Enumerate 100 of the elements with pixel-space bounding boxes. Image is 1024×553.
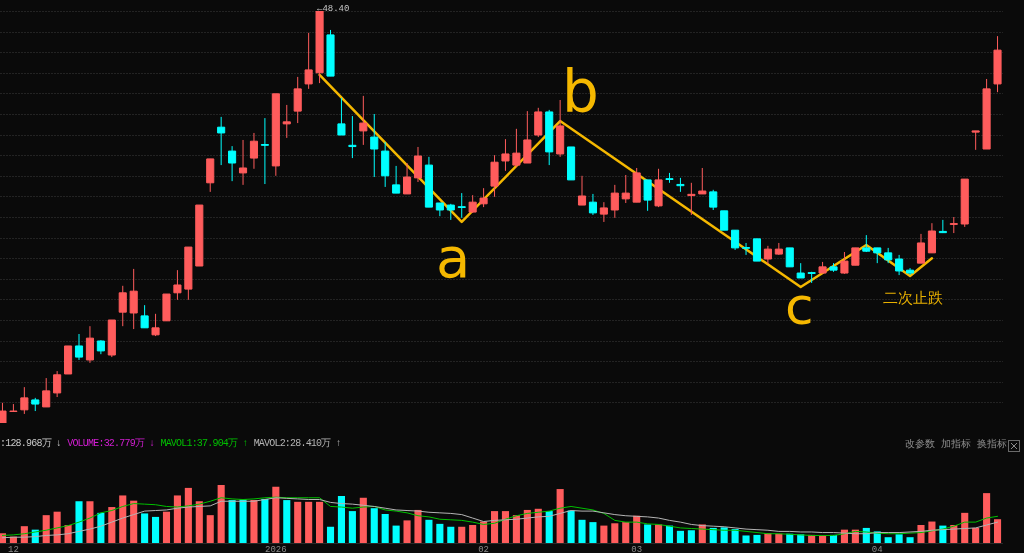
bar [130, 500, 138, 543]
text: 改参数 [905, 438, 935, 450]
bar [556, 489, 564, 543]
bar [469, 525, 477, 543]
bar [972, 527, 980, 543]
candlestick [260, 117, 269, 185]
candlestick [479, 187, 488, 208]
candlestick [687, 182, 696, 216]
candlestick [927, 222, 936, 254]
bar [42, 515, 50, 543]
candlestick [413, 146, 423, 183]
candlestick [118, 285, 127, 327]
text: :128.968万 ↓ [0, 438, 62, 450]
candlestick [698, 167, 707, 195]
bar [217, 485, 225, 543]
bar [239, 499, 247, 543]
bar [512, 515, 520, 543]
bar [195, 501, 203, 543]
bar [97, 512, 105, 543]
candlestick [840, 251, 849, 275]
candlestick [490, 154, 499, 198]
bar [884, 537, 892, 543]
bar [709, 527, 717, 543]
bar [665, 525, 674, 543]
bar [305, 501, 313, 543]
bar [961, 512, 969, 543]
bar [545, 511, 553, 543]
text: 换指标 [977, 438, 1007, 450]
bar [906, 537, 914, 543]
candlestick [140, 304, 149, 329]
bar [436, 523, 444, 543]
bar [326, 526, 335, 543]
candlestick [534, 107, 543, 138]
bar [993, 519, 1002, 543]
bar [184, 487, 192, 543]
bar [534, 508, 542, 543]
candlestick [643, 179, 652, 212]
bar [589, 522, 597, 543]
candlestick [282, 104, 291, 139]
bar [228, 500, 236, 543]
candlestick [370, 113, 379, 178]
candlestick [895, 254, 904, 276]
candlestick [85, 325, 94, 364]
candlestick [337, 97, 346, 136]
bar [403, 520, 411, 543]
bar [392, 525, 400, 543]
bar [458, 526, 466, 543]
bar [523, 509, 531, 543]
bar [578, 519, 586, 543]
candlestick [741, 242, 751, 256]
bar [206, 515, 214, 543]
x-tick-label: 12 [8, 544, 19, 553]
candlestick [20, 386, 29, 415]
bar [501, 511, 510, 543]
candlestick [938, 219, 947, 234]
bar [294, 501, 302, 543]
bar [600, 525, 608, 543]
bar [895, 534, 903, 543]
bar [119, 495, 127, 543]
bar [75, 501, 83, 543]
bar [272, 486, 280, 543]
x-tick-label: 02 [478, 544, 489, 553]
bar [644, 524, 652, 543]
candlestick [577, 175, 587, 206]
candlestick [173, 269, 182, 301]
candlestick [501, 138, 510, 172]
text: VOLUME:32.779万 ↓ [67, 438, 155, 450]
bar [731, 529, 739, 543]
bar [775, 533, 783, 543]
annotation: c [785, 276, 814, 336]
candlestick [42, 377, 51, 408]
candlestick [304, 32, 313, 90]
candlestick [403, 162, 412, 195]
bar [414, 509, 422, 543]
bar [447, 526, 455, 543]
candlestick [151, 313, 160, 337]
annotation: ←48.40 [317, 4, 350, 14]
x-tick-label: 03 [631, 544, 643, 553]
bar [348, 511, 356, 543]
bar [337, 496, 345, 543]
bar [764, 533, 772, 543]
candlestick [610, 184, 619, 219]
bar [250, 500, 258, 543]
bar [86, 501, 94, 543]
bar [370, 508, 378, 543]
x-tick-label: 04 [871, 544, 883, 553]
candlestick [129, 268, 138, 330]
text: 加指标 [941, 438, 971, 450]
candlestick [512, 128, 521, 168]
candlestick [74, 333, 84, 361]
bar [141, 513, 149, 543]
bar [655, 524, 663, 543]
candlestick [293, 76, 302, 124]
annotation: a [436, 225, 471, 290]
bar [162, 511, 171, 543]
bar [261, 498, 269, 543]
bar [359, 497, 367, 543]
candlestick [599, 201, 608, 223]
candlestick [916, 233, 926, 264]
candlestick [457, 192, 466, 219]
